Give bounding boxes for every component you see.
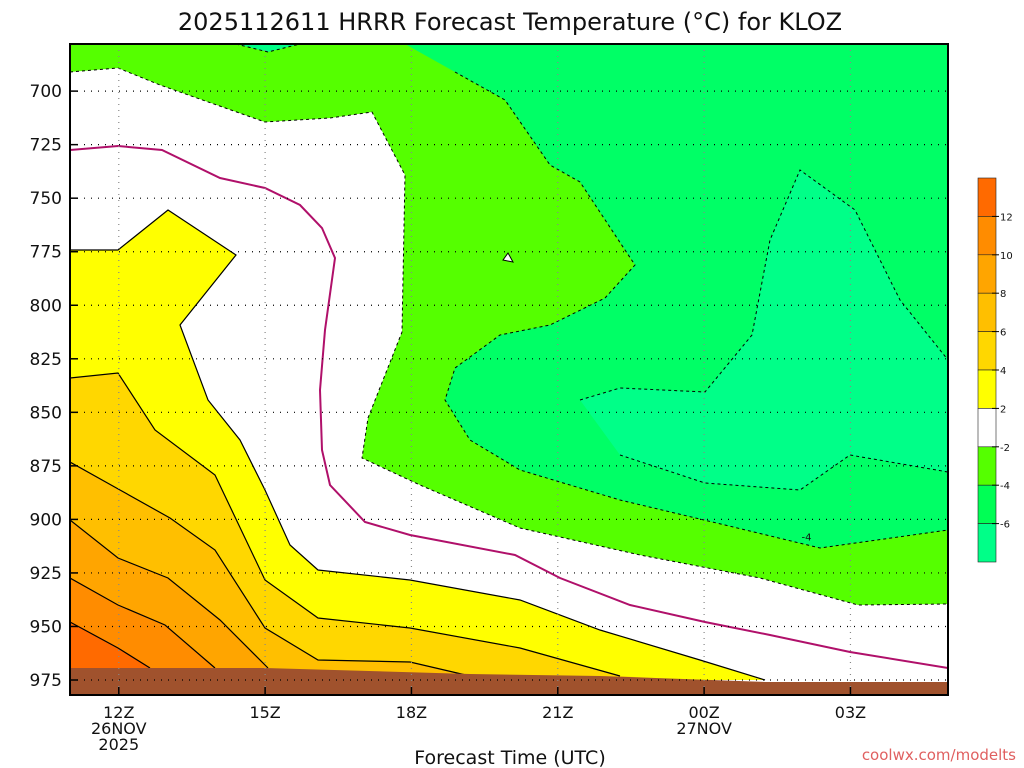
- x-tick-label: 00Z: [688, 703, 719, 722]
- colorbar-swatch: [977, 254, 997, 294]
- colorbar-swatch: [977, 292, 997, 332]
- colorbar-label: 2: [1000, 404, 1006, 415]
- y-tick-label: 975: [30, 671, 62, 691]
- x-tick-label: 26NOV: [91, 719, 147, 738]
- y-tick-label: 900: [30, 510, 62, 530]
- y-tick-label: 750: [30, 189, 62, 209]
- x-tick-label: 2025: [98, 735, 139, 754]
- y-tick-label: 925: [30, 564, 62, 584]
- y-tick-label: 950: [30, 617, 62, 637]
- y-tick-label: 825: [30, 350, 62, 370]
- x-tick-label: 12Z: [103, 703, 134, 722]
- x-tick-label: 21Z: [542, 703, 573, 722]
- y-tick-label: 725: [30, 136, 62, 156]
- colorbar-swatch: [977, 216, 997, 256]
- colorbar-swatch: [977, 446, 997, 486]
- cold-contours: [70, 44, 948, 606]
- contour-labels: -4: [802, 533, 812, 544]
- colorbar-label: 8: [1000, 289, 1006, 300]
- credit-text: coolwx.com/modelts: [862, 746, 1016, 764]
- x-tick-label: 18Z: [396, 703, 427, 722]
- colorbar-swatch: [977, 177, 997, 217]
- colorbar-label: -6: [1000, 520, 1010, 531]
- colorbar-swatch: [977, 523, 997, 563]
- colorbar-swatch: [977, 484, 997, 524]
- colorbar-label: -4: [1000, 481, 1010, 492]
- y-tick-label: 800: [30, 296, 62, 316]
- plot-area: [70, 44, 948, 695]
- warm-contours: [70, 209, 766, 681]
- grid-lines: [70, 44, 948, 695]
- colorbar-label: -2: [1000, 443, 1010, 454]
- x-tick-label: 15Z: [249, 703, 280, 722]
- colorbar-label: 10: [1000, 251, 1013, 262]
- x-axis-title: Forecast Time (UTC): [414, 747, 605, 768]
- temp-band-minus6-minus8-top: [236, 44, 300, 52]
- ground-surface: [70, 668, 948, 695]
- y-axis: 700 725 750 775 800 825 850 875 900 925 950 975: [30, 82, 78, 691]
- x-tick-label: 03Z: [835, 703, 866, 722]
- colorbar-label: 4: [1000, 366, 1006, 377]
- contour-value-label: -4: [802, 533, 812, 544]
- colorbar-swatch: [977, 331, 997, 371]
- y-tick-label: 700: [30, 82, 62, 102]
- y-tick-label: 875: [30, 457, 62, 477]
- colorbar-swatch: [977, 369, 997, 409]
- y-tick-label: 850: [30, 403, 62, 423]
- small-contour-blob: [502, 252, 514, 263]
- temp-band-minus6-minus8: [580, 170, 948, 490]
- colorbar-label: 12: [1000, 212, 1013, 223]
- colorbar-swatch: [977, 408, 997, 448]
- x-tick-label: 27NOV: [676, 719, 732, 738]
- zero-isotherm: [70, 144, 948, 669]
- y-tick-label: 775: [30, 243, 62, 263]
- chart-title: 2025112611 HRRR Forecast Temperature (°C…: [178, 8, 842, 36]
- colorbar-label: 6: [1000, 328, 1006, 339]
- plot-frame: [69, 43, 949, 696]
- colorbar: 12 10 8 6 4 2 -2 -4 -6: [977, 177, 1013, 563]
